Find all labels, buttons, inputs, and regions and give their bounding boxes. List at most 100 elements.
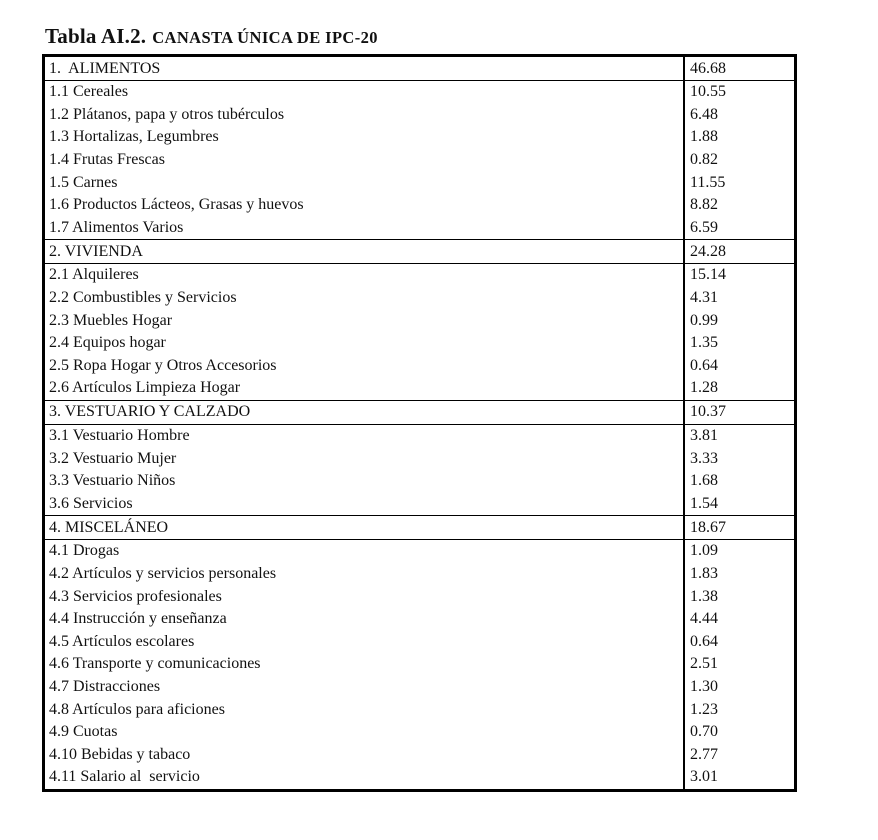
item-value: 0.70 — [690, 724, 718, 741]
item-label: 4.8 Artículos para aficiones — [45, 698, 685, 721]
item-label: 3.2 Vestuario Mujer — [45, 447, 685, 470]
table-row: 1.3 Hortalizas, Legumbres 1.88 — [45, 126, 794, 149]
table-row: 1.7 Alimentos Varios 6.59 — [45, 216, 794, 240]
table-row: 4.2 Artículos y servicios personales 1.83 — [45, 562, 794, 586]
table-row: 4.1 Drogas 1.09 — [45, 540, 794, 563]
item-label: 4.6 Transporte y comunicaciones — [45, 653, 685, 676]
item-value: 1.88 — [690, 129, 718, 146]
table-row: 4.10 Bebidas y tabaco 2.77 — [45, 743, 794, 767]
item-label: 2.5 Ropa Hogar y Otros Accesorios — [45, 354, 685, 378]
item-value: 4.44 — [690, 611, 718, 628]
section-label: 1. ALIMENTOS — [45, 57, 685, 80]
item-label: 1.5 Carnes — [45, 171, 685, 194]
table-row: 2.4 Equipos hogar 1.35 — [45, 331, 794, 355]
table-row: 4.6 Transporte y comunicaciones 2.51 — [45, 653, 794, 676]
table-row: 2.6 Artículos Limpieza Hogar 1.28 — [45, 377, 794, 400]
item-value: 1.09 — [690, 543, 718, 560]
item-label: 4.5 Artículos escolares — [45, 630, 685, 654]
section-label: 2. VIVIENDA — [45, 240, 685, 264]
section-label: 4. MISCELÁNEO — [45, 516, 685, 540]
section-value: 18.67 — [690, 519, 726, 536]
table-row: 1.5 Carnes 11.55 — [45, 171, 794, 194]
item-label: 2.1 Alquileres — [45, 264, 685, 287]
item-label: 4.7 Distracciones — [45, 675, 685, 699]
item-label: 4.11 Salario al servicio — [45, 766, 685, 789]
section-header-row: 3. VESTUARIO Y CALZADO 10.37 — [45, 400, 794, 425]
table-row: 3.6 Servicios 1.54 — [45, 492, 794, 516]
item-label: 2.3 Muebles Hogar — [45, 309, 685, 332]
section-value: 46.68 — [690, 60, 726, 77]
item-value: 8.82 — [690, 197, 718, 214]
table-row: 2.1 Alquileres 15.14 — [45, 264, 794, 287]
item-value: 6.48 — [690, 106, 718, 123]
section-items-block: 3.1 Vestuario Hombre 3.81 3.2 Vestuario Mu… — [45, 424, 794, 517]
item-value: 1.23 — [690, 701, 718, 718]
table-row: 4.5 Artículos escolares 0.64 — [45, 630, 794, 654]
item-label: 3.6 Servicios — [45, 492, 685, 516]
table-row: 1.1 Cereales 10.55 — [45, 81, 794, 104]
item-label: 1.7 Alimentos Varios — [45, 216, 685, 240]
table-row: 3.2 Vestuario Mujer 3.33 — [45, 447, 794, 470]
item-value: 1.68 — [690, 473, 718, 490]
table-row: 4.3 Servicios profesionales 1.38 — [45, 585, 794, 608]
item-label: 2.4 Equipos hogar — [45, 331, 685, 355]
section-value: 24.28 — [690, 243, 726, 260]
table-row: 4.9 Cuotas 0.70 — [45, 720, 794, 744]
item-label: 4.1 Drogas — [45, 540, 685, 563]
section-items-block: 2.1 Alquileres 15.14 2.2 Combustibles y Se… — [45, 264, 794, 401]
item-value: 0.64 — [690, 357, 718, 374]
item-value: 3.01 — [690, 769, 718, 786]
item-value: 1.83 — [690, 565, 718, 582]
table-row: 2.5 Ropa Hogar y Otros Accesorios 0.64 — [45, 354, 794, 378]
table-row: 1.6 Productos Lácteos, Grasas y huevos 8.… — [45, 193, 794, 217]
item-label: 1.3 Hortalizas, Legumbres — [45, 126, 685, 149]
item-value: 0.64 — [690, 633, 718, 650]
item-label: 3.3 Vestuario Niños — [45, 469, 685, 493]
section-header-row: 4. MISCELÁNEO 18.67 — [45, 516, 794, 541]
table-row: 4.4 Instrucción y enseñanza 4.44 — [45, 607, 794, 631]
table-row: 4.8 Artículos para aficiones 1.23 — [45, 698, 794, 721]
item-label: 1.6 Productos Lácteos, Grasas y huevos — [45, 193, 685, 217]
table-title-caption: CANASTA ÚNICA DE IPC-20 — [152, 28, 378, 47]
item-value: 1.38 — [690, 588, 718, 605]
item-label: 2.2 Combustibles y Servicios — [45, 286, 685, 310]
table-row: 3.3 Vestuario Niños 1.68 — [45, 469, 794, 493]
item-label: 1.1 Cereales — [45, 81, 685, 104]
item-value: 1.30 — [690, 678, 718, 695]
item-label: 4.9 Cuotas — [45, 720, 685, 744]
item-label: 4.2 Artículos y servicios personales — [45, 562, 685, 586]
table-row: 2.3 Muebles Hogar 0.99 — [45, 309, 794, 332]
item-value: 1.54 — [690, 495, 718, 512]
item-value: 10.55 — [690, 84, 726, 101]
canasta-table: 1. ALIMENTOS 46.68 1.1 Cereales 10.55 1.2 Pl… — [42, 54, 797, 792]
item-value: 15.14 — [690, 267, 726, 284]
table-title-prefix: Tabla AI.2. — [45, 24, 147, 48]
item-value: 0.82 — [690, 152, 718, 169]
item-value: 11.55 — [690, 174, 726, 191]
table-row: 4.7 Distracciones 1.30 — [45, 675, 794, 699]
item-label: 2.6 Artículos Limpieza Hogar — [45, 377, 685, 400]
item-label: 3.1 Vestuario Hombre — [45, 424, 685, 448]
item-label: 1.2 Plátanos, papa y otros tubérculos — [45, 103, 685, 127]
item-value: 2.51 — [690, 656, 718, 673]
section-items-block: 1.1 Cereales 10.55 1.2 Plátanos, papa y ot… — [45, 81, 794, 241]
section-items-block: 4.1 Drogas 1.09 4.2 Artículos y servicios … — [45, 540, 794, 789]
item-value: 1.28 — [690, 380, 718, 397]
item-value: 3.81 — [690, 428, 718, 445]
item-value: 3.33 — [690, 450, 718, 467]
section-value: 10.37 — [690, 404, 726, 421]
item-label: 4.10 Bebidas y tabaco — [45, 743, 685, 767]
item-value: 1.35 — [690, 335, 718, 352]
item-value: 2.77 — [690, 746, 718, 763]
table-row: 1.2 Plátanos, papa y otros tubérculos 6.4… — [45, 103, 794, 127]
table-title: Tabla AI.2. CANASTA ÚNICA DE IPC-20 — [0, 0, 878, 54]
table-row: 2.2 Combustibles y Servicios 4.31 — [45, 286, 794, 310]
section-header-row: 1. ALIMENTOS 46.68 — [45, 57, 794, 81]
table-row: 3.1 Vestuario Hombre 3.81 — [45, 424, 794, 448]
section-label: 3. VESTUARIO Y CALZADO — [45, 400, 685, 424]
item-label: 4.4 Instrucción y enseñanza — [45, 607, 685, 631]
section-header-row: 2. VIVIENDA 24.28 — [45, 240, 794, 265]
item-label: 1.4 Frutas Frescas — [45, 148, 685, 172]
table-row: 4.11 Salario al servicio 3.01 — [45, 766, 794, 789]
